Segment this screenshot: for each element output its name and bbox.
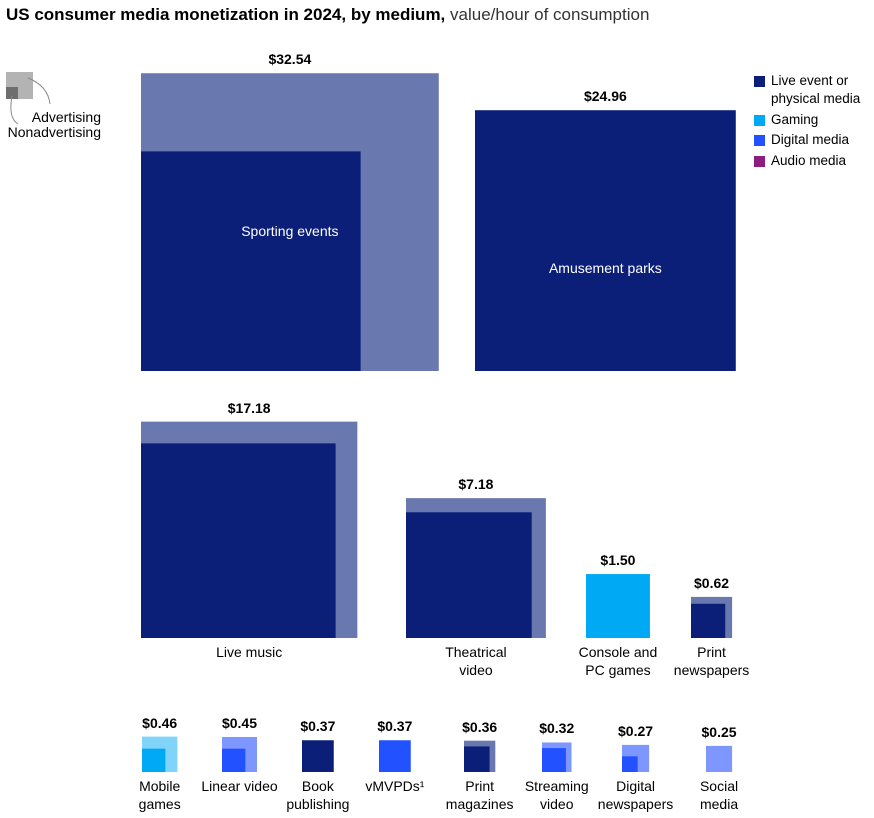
- nonadvertising-square: [406, 512, 532, 638]
- value-label: $0.37: [377, 718, 413, 735]
- category-label: Streaming video: [524, 778, 589, 812]
- key-leader: [10, 95, 19, 125]
- total-square: [475, 110, 736, 371]
- value-label: $0.36: [462, 718, 498, 735]
- value-label: $0.25: [701, 723, 737, 740]
- nonadvertising-square: [222, 748, 246, 772]
- legend-label: Digital media: [771, 132, 850, 147]
- nonadvertising-square: [141, 443, 336, 638]
- total-square: [302, 740, 334, 772]
- category-label: Print newspapers: [673, 644, 750, 678]
- category-label: Linear video: [201, 778, 278, 794]
- category-label: Amusement parks: [548, 260, 662, 277]
- key-label: Nonadvertising: [7, 124, 101, 140]
- total-square: [379, 740, 411, 772]
- legend-swatch: [754, 76, 765, 87]
- category-label: Book publishing: [286, 778, 350, 812]
- value-label: $17.18: [227, 399, 271, 416]
- value-label: $0.37: [300, 718, 336, 735]
- total-square: [586, 574, 650, 638]
- nonadvertising-square: [464, 746, 490, 772]
- title-row: US consumer media monetization in 2024, …: [6, 5, 649, 25]
- value-label: $7.18: [458, 476, 494, 493]
- value-label: $0.46: [142, 714, 178, 731]
- value-label: $0.62: [694, 574, 730, 591]
- value-label: $0.45: [221, 714, 258, 731]
- legend-label: Live event or physical media: [771, 73, 861, 106]
- category-label: Live music: [216, 644, 283, 660]
- value-label: $32.54: [268, 51, 312, 68]
- nonadvertising-square: [691, 603, 726, 638]
- category-label: Social media: [699, 778, 739, 812]
- legend-swatch: [754, 156, 765, 167]
- key-label: Advertising: [31, 109, 101, 125]
- nonadvertising-square: [542, 748, 566, 772]
- category-label: Theatrical video: [445, 644, 507, 678]
- category-label: Console and PC games: [578, 644, 658, 678]
- nonadvertising-square: [141, 151, 361, 371]
- key-leader: [27, 77, 51, 105]
- legend-label: Gaming: [771, 112, 819, 127]
- nonadvertising-square: [142, 748, 166, 772]
- value-label: $0.32: [539, 720, 575, 737]
- nonadvertising-square: [622, 756, 638, 772]
- legend-swatch: [754, 115, 765, 126]
- legend-swatch: [754, 135, 765, 146]
- value-label: $1.50: [600, 552, 636, 569]
- category-label: Sporting events: [241, 223, 339, 240]
- chart-subtitle: value/hour of consumption: [450, 5, 650, 24]
- category-label: vMVPDs¹: [365, 778, 425, 794]
- legend-label: Audio media: [771, 153, 847, 168]
- category-label: Print magazines: [445, 778, 514, 812]
- chart-title: US consumer media monetization in 2024, …: [6, 5, 446, 24]
- total-square: [706, 745, 733, 772]
- key-nonadvertising: [6, 87, 18, 99]
- value-label: $24.96: [583, 88, 627, 105]
- value-label: $0.27: [618, 722, 654, 739]
- category-label: Digital newspapers: [597, 778, 674, 812]
- category-label: Mobile games: [138, 778, 181, 812]
